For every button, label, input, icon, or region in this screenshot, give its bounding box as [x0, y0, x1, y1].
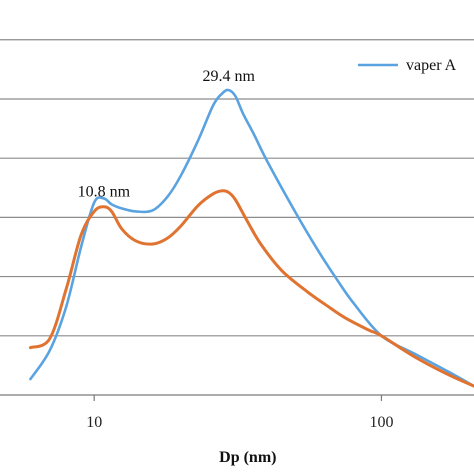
- x-axis-title: Dp (nm): [219, 449, 276, 466]
- x-tick-label-10: 10: [86, 414, 102, 431]
- legend: vaper A: [358, 57, 457, 74]
- series-line-2: [28, 189, 474, 388]
- peak-annotation-2: 29.4 nm: [202, 68, 255, 85]
- x-axis: 10 100: [0, 394, 474, 431]
- x-tick-label-100: 100: [369, 414, 393, 431]
- series-lines: [28, 88, 474, 388]
- series-line-1: [29, 88, 474, 388]
- peak-annotation-1: 10.8 nm: [78, 184, 131, 201]
- annotations: 10.8 nm 29.4 nm: [78, 68, 256, 200]
- legend-label-1: vaper A: [406, 57, 457, 74]
